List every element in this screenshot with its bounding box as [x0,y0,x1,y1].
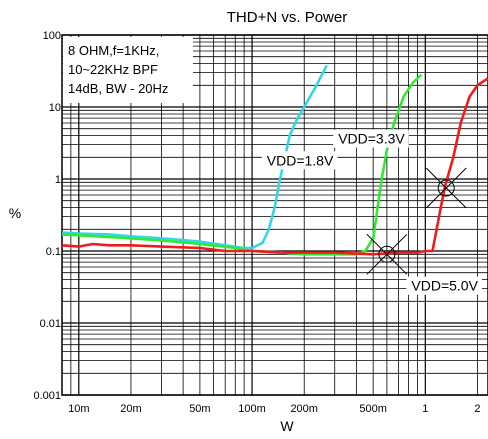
x-tick-labels: 10m 20m 50m 100m 200m 500m 1 2 [68,403,480,415]
marker-cross-line [425,167,467,209]
y-tick-label: 0.1 [46,246,61,258]
crossed-circle-marker [425,167,467,209]
x-tick-label: 1 [422,403,428,415]
x-tick-label: 200m [290,403,318,415]
marker-layer [366,167,467,275]
y-tick-label: 10 [49,102,61,114]
chart-title: THD+N vs. Power [227,9,347,26]
marker-circle [378,245,396,263]
x-tick-label: 2 [474,403,480,415]
conditions-line-2: 10~22KHz BPF [68,62,158,77]
y-tick-label: 100 [43,30,61,42]
series-label-background [333,129,409,148]
x-tick-label: 10m [68,403,89,415]
y-tick-label: 0.01 [40,318,61,330]
conditions-box: 8 OHM,f=1KHz, 10~22KHz BPF 14dB, BW - 20… [63,37,193,103]
y-tick-label: 1 [55,174,61,186]
conditions-box-background [63,37,193,103]
y-axis-label: % [9,205,21,221]
series-label: VDD=1.8V [267,152,334,168]
series-line [61,77,488,256]
y-tick-labels: 0.001 0.01 0.1 1 10 100 [33,30,61,402]
marker-cross-line [366,233,408,275]
series-line [61,64,328,250]
series-label: VDD=5.0V [411,278,478,294]
conditions-line-3: 14dB, BW - 20Hz [68,81,168,96]
crossed-circle-marker [366,233,408,275]
series-label-background [261,151,338,170]
conditions-line-1: 8 OHM,f=1KHz, [68,43,159,58]
plot-frame [61,34,488,396]
marker-circle [437,179,455,197]
series-label: VDD=3.3V [338,131,405,147]
series-label-background [406,276,482,295]
x-tick-label: 100m [238,403,266,415]
x-tick-label: 20m [120,403,141,415]
x-tick-label: 500m [359,403,387,415]
series-lines [61,64,488,256]
x-axis-label: W [280,418,294,434]
y-tick-label: 0.001 [33,390,61,402]
x-tick-label: 50m [189,403,210,415]
